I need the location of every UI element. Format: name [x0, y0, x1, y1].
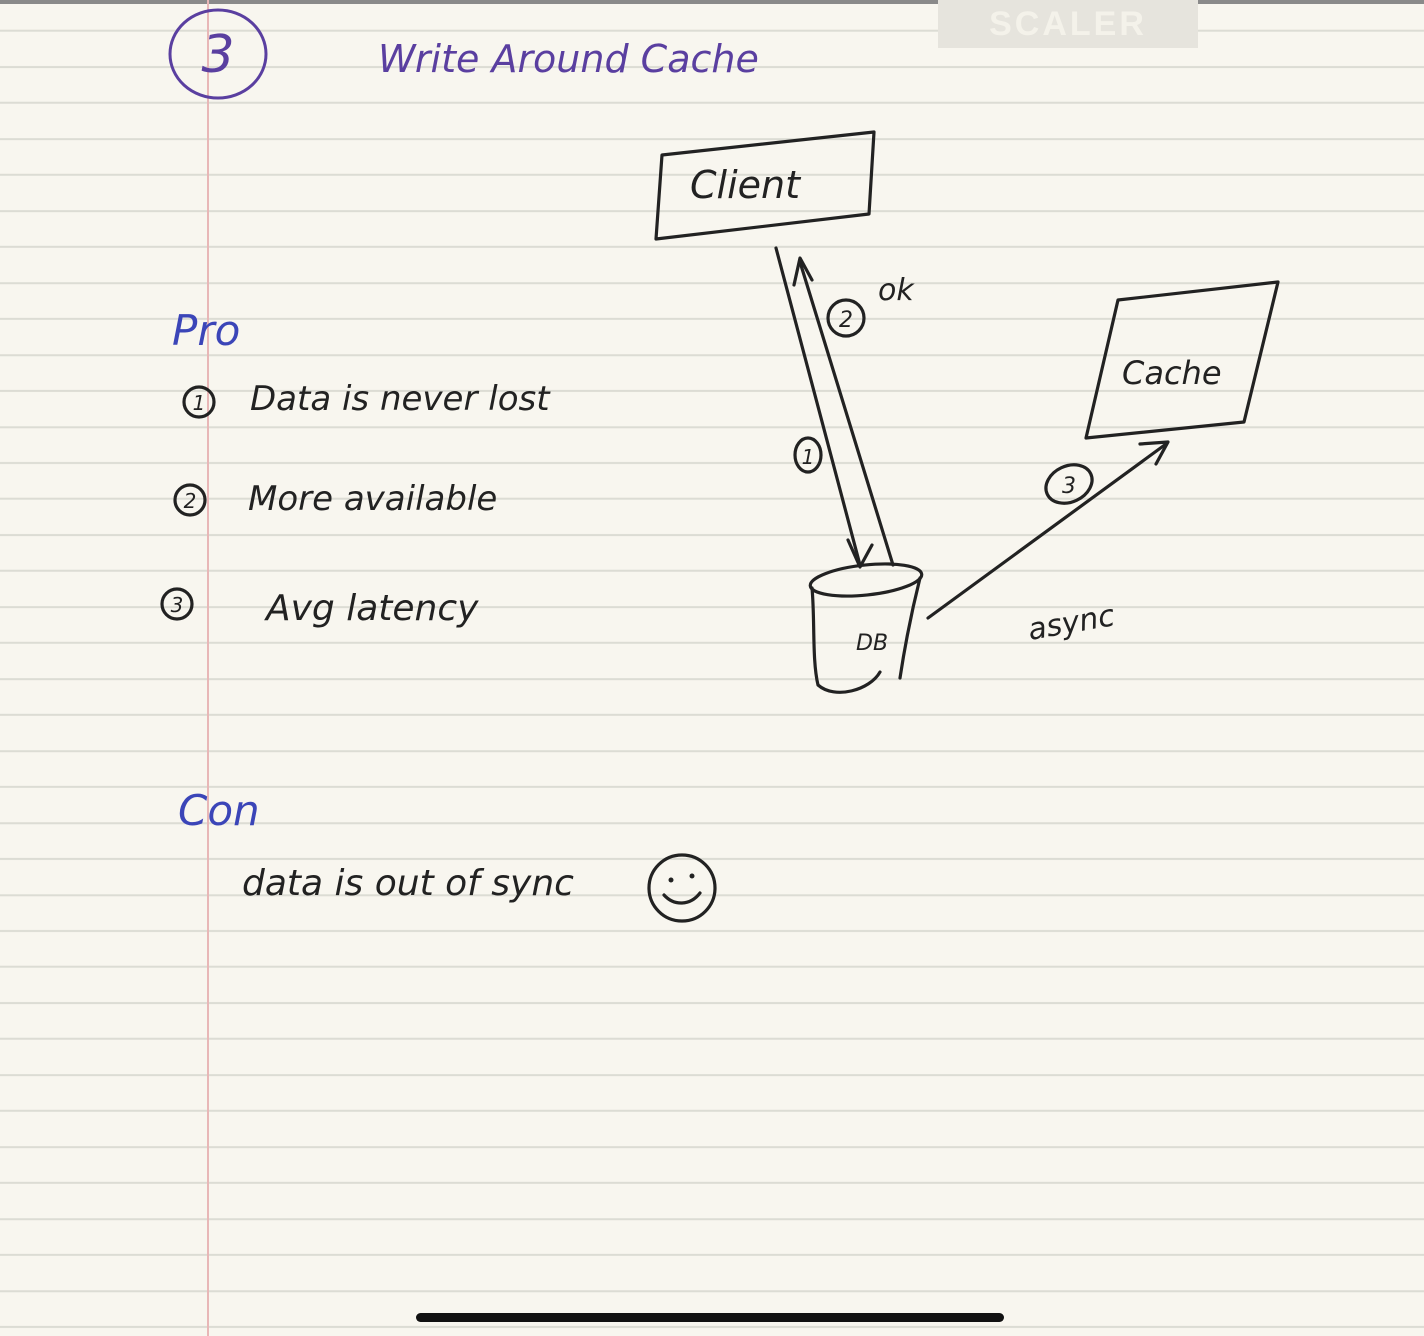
pros-section: Pro 1 Data is never lost 2 More availabl… [160, 306, 551, 629]
pro-item: 2 More available [173, 479, 497, 519]
arrow-async-to-cache: 3 async [926, 440, 1170, 648]
cache-node: Cache [1084, 280, 1280, 440]
pro-item-number-circle [173, 483, 207, 517]
smiley-eye-left [668, 877, 674, 883]
arrow-1-head [846, 538, 874, 569]
cons-heading: Con [178, 786, 260, 835]
arrow-write-to-db: 1 [774, 246, 874, 569]
watermark-logo: SCALER [938, 0, 1198, 48]
pro-item-number-circle [160, 587, 194, 621]
db-label: DB [856, 631, 888, 656]
db-right-side [898, 576, 922, 680]
step-3-circle [1044, 463, 1094, 505]
pro-item-number: 1 [193, 391, 206, 415]
arrow-1-line [774, 246, 862, 567]
cons-section: Con data is out of sync [178, 786, 717, 923]
arrow-3-head [1138, 440, 1170, 466]
cache-box [1084, 280, 1280, 440]
pro-item-number-circle [182, 385, 216, 419]
db-left-side [810, 586, 882, 694]
step-2-circle [826, 298, 866, 338]
pro-item-text: Data is never lost [250, 379, 551, 419]
step-1-label: 1 [802, 445, 815, 469]
smiley-mouth [662, 891, 702, 905]
pro-item-number: 3 [171, 593, 184, 617]
client-label: Client [690, 163, 802, 207]
page-title: Write Around Cache [378, 37, 759, 81]
db-top [808, 562, 924, 598]
pro-item: 3 Avg latency [160, 587, 479, 629]
pro-item-text: More available [248, 479, 497, 519]
arrow-ack-to-client: 2 ok [792, 256, 915, 567]
arrow-2-line [798, 260, 895, 567]
pro-item-text: Avg latency [264, 588, 479, 629]
home-indicator-bar[interactable] [416, 1313, 1004, 1322]
step-3-label: 3 [1062, 474, 1076, 499]
con-item-text: data is out of sync [242, 863, 574, 904]
pro-item: 1 Data is never lost [182, 379, 551, 419]
client-box [654, 130, 876, 241]
db-node: DB [808, 562, 924, 694]
cache-label: Cache [1122, 354, 1222, 392]
margin-line [207, 0, 209, 1336]
pro-item-number: 2 [184, 489, 197, 513]
arrow-2-head [792, 256, 814, 287]
async-label: async [1025, 598, 1118, 648]
smiley-eye-right [689, 873, 695, 879]
client-node: Client [654, 130, 876, 241]
pros-heading: Pro [172, 306, 240, 355]
title-number: 3 [201, 25, 234, 85]
step-2-label: 2 [839, 308, 853, 333]
title-group: 3 Write Around Cache [168, 8, 759, 100]
smiley-face-circle [647, 853, 717, 923]
step-1-circle [793, 436, 823, 474]
smiley-icon [647, 853, 717, 923]
title-number-circle [168, 8, 268, 100]
step-2-text: ok [878, 273, 915, 308]
page-top-edge [0, 0, 1424, 4]
arrow-3-line [926, 442, 1168, 620]
